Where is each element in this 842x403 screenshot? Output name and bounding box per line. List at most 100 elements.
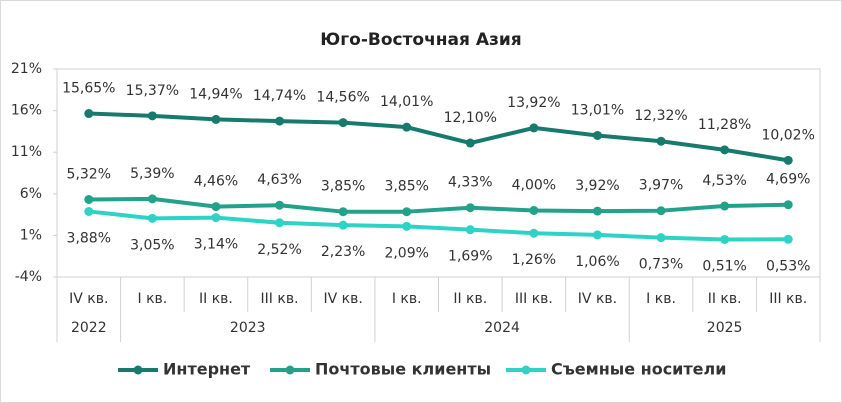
legend-label: Съемные носители — [551, 360, 726, 379]
data-point — [720, 145, 730, 155]
data-point — [338, 207, 348, 217]
x-tick-label: I кв. — [138, 291, 168, 307]
y-tick-label: 6% — [20, 186, 42, 202]
x-group-label: 2022 — [71, 320, 107, 336]
data-point — [84, 194, 94, 204]
data-point — [720, 234, 730, 244]
data-label: 13,92% — [507, 95, 560, 111]
x-tick-label: I кв. — [392, 291, 422, 307]
y-tick-label: 16% — [11, 103, 42, 119]
data-point — [783, 155, 793, 165]
data-point — [465, 138, 475, 148]
data-point — [84, 206, 94, 216]
data-point — [529, 123, 539, 133]
x-group-label: 2024 — [484, 320, 520, 336]
data-label: 0,53% — [766, 258, 810, 274]
data-point — [783, 200, 793, 210]
data-point — [402, 207, 412, 217]
x-tick-label: III кв. — [261, 291, 299, 307]
data-point — [592, 130, 602, 140]
data-point — [275, 200, 285, 210]
data-point — [783, 234, 793, 244]
data-label: 4,63% — [257, 172, 301, 188]
legend-marker — [133, 365, 143, 375]
data-point — [275, 218, 285, 228]
y-tick-label: -4% — [15, 269, 42, 285]
data-point — [592, 206, 602, 216]
x-tick-label: I кв. — [646, 291, 676, 307]
data-label: 4,69% — [766, 172, 810, 188]
data-label: 14,56% — [316, 90, 369, 106]
chart-title: Юго-Восточная Азия — [320, 30, 521, 50]
series-line — [88, 111, 789, 163]
data-label: 3,85% — [384, 179, 428, 195]
data-label: 3,97% — [639, 178, 683, 194]
legend-label: Интернет — [163, 360, 251, 379]
data-point — [529, 205, 539, 215]
data-point — [402, 221, 412, 231]
data-point — [656, 136, 666, 146]
data-label: 2,09% — [384, 245, 428, 261]
data-label: 12,32% — [634, 108, 687, 124]
data-label: 14,94% — [189, 86, 242, 102]
data-label: 10,02% — [762, 127, 815, 143]
data-point — [338, 118, 348, 128]
data-point — [592, 230, 602, 240]
x-tick-label: III кв. — [769, 291, 807, 307]
x-tick-label: III кв. — [515, 291, 553, 307]
data-label: 14,01% — [380, 94, 433, 110]
data-point — [338, 220, 348, 230]
data-label: 4,53% — [702, 173, 746, 189]
data-label: 0,51% — [702, 258, 746, 274]
legend-label: Почтовые клиенты — [315, 360, 491, 379]
x-tick-label: II кв. — [708, 291, 742, 307]
data-label: 2,52% — [257, 242, 301, 258]
data-label: 3,05% — [130, 237, 174, 253]
data-point — [211, 114, 221, 124]
data-point — [147, 194, 157, 204]
data-point — [211, 213, 221, 223]
data-label: 12,10% — [444, 110, 497, 126]
data-point — [147, 213, 157, 223]
data-label: 5,39% — [130, 166, 174, 182]
data-point — [720, 201, 730, 211]
y-tick-label: 1% — [20, 227, 42, 243]
data-point — [656, 233, 666, 243]
x-tick-label: II кв. — [199, 291, 233, 307]
data-label: 3,85% — [321, 179, 365, 195]
data-label: 3,92% — [575, 178, 619, 194]
data-label: 0,73% — [639, 257, 683, 273]
y-tick-label: 11% — [11, 144, 42, 160]
x-tick-label: IV кв. — [69, 291, 108, 307]
data-label: 1,06% — [575, 254, 619, 270]
x-group-label: 2025 — [707, 320, 743, 336]
data-label: 2,23% — [321, 244, 365, 260]
data-point — [275, 116, 285, 126]
legend-marker — [521, 365, 531, 375]
x-tick-label: II кв. — [453, 291, 487, 307]
data-label: 5,32% — [67, 166, 111, 182]
data-point — [465, 203, 475, 213]
data-point — [402, 122, 412, 132]
data-point — [211, 202, 221, 212]
data-label: 11,28% — [698, 117, 751, 133]
data-label: 1,26% — [512, 252, 556, 268]
data-label: 4,00% — [512, 177, 556, 193]
x-tick-label: IV кв. — [578, 291, 617, 307]
data-label: 4,33% — [448, 175, 492, 191]
data-label: 14,74% — [253, 88, 306, 104]
series-line — [88, 209, 789, 242]
data-label: 1,69% — [448, 249, 492, 265]
data-point — [147, 111, 157, 121]
data-point — [84, 109, 94, 119]
data-point — [656, 206, 666, 216]
data-label: 15,37% — [126, 83, 179, 99]
x-tick-label: IV кв. — [323, 291, 362, 307]
data-label: 3,14% — [194, 237, 238, 253]
x-group-label: 2023 — [230, 320, 266, 336]
data-label: 13,01% — [571, 102, 624, 118]
data-label: 3,88% — [67, 230, 111, 246]
y-tick-label: 21% — [11, 61, 42, 77]
